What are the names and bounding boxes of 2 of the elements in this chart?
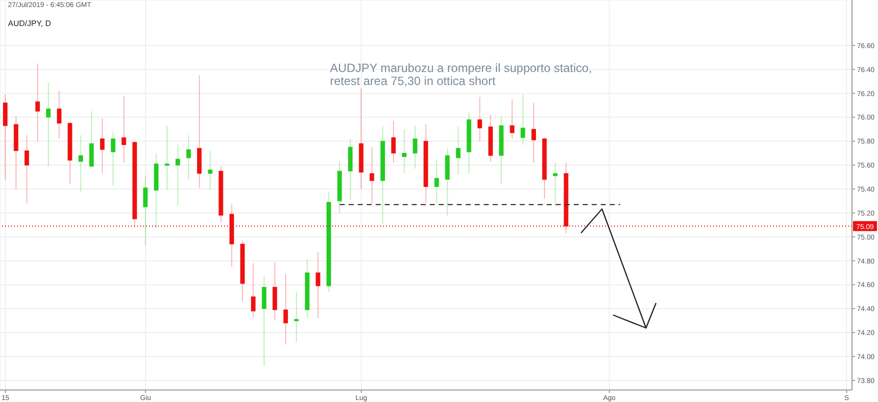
annotation: AUDJPY marubozu a rompere il supporto statico, retest area 75,30 in ottica short bbox=[330, 61, 592, 88]
text: AUD/JPY, D bbox=[8, 19, 51, 28]
